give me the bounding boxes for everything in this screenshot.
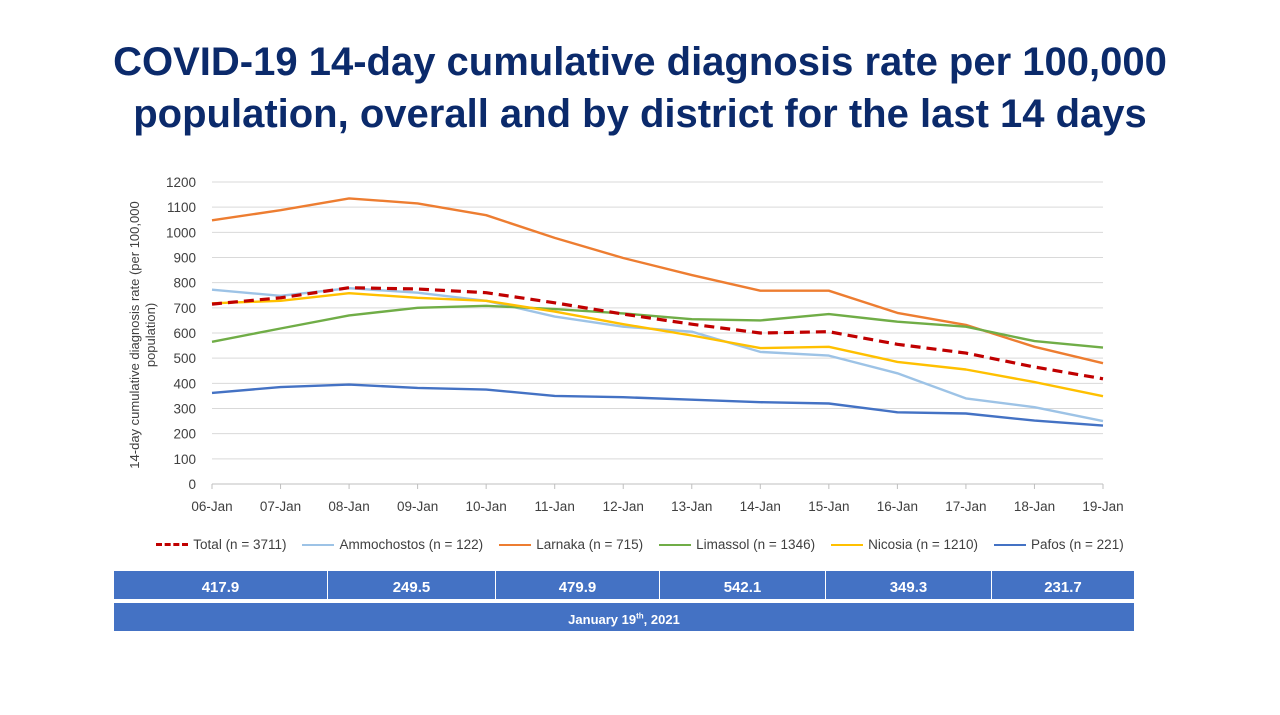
y-tick-label: 800 bbox=[173, 276, 196, 291]
x-tick-label: 08-Jan bbox=[328, 499, 369, 514]
series-lines bbox=[211, 197, 1104, 427]
legend-label: Limassol (n = 1346) bbox=[696, 537, 816, 552]
legend-swatch bbox=[659, 543, 692, 546]
x-tick-label: 13-Jan bbox=[671, 499, 712, 514]
y-tick-labels: 0 100 200 300 400 500 600 700 800 900 1000 1100 1200 bbox=[166, 175, 196, 492]
legend-label: Larnaka (n = 715) bbox=[536, 537, 644, 552]
legend-item: Nicosia (n = 1210) bbox=[831, 537, 978, 552]
legend-swatch bbox=[994, 543, 1027, 546]
y-tick-label: 1100 bbox=[167, 200, 196, 215]
value-cell: 417.9 bbox=[114, 571, 328, 599]
series-line bbox=[211, 197, 1104, 365]
date-tail: , 2021 bbox=[643, 612, 680, 627]
y-tick-label: 700 bbox=[173, 301, 196, 316]
legend-swatch bbox=[499, 543, 532, 546]
y-tick-label: 0 bbox=[188, 477, 196, 492]
x-tick-label: 07-Jan bbox=[260, 499, 301, 514]
legend-label: Ammochostos (n = 122) bbox=[339, 537, 484, 552]
legend-item: Larnaka (n = 715) bbox=[499, 537, 643, 552]
title-line-2: population, overall and by district for … bbox=[133, 92, 1147, 136]
x-tick-label: 16-Jan bbox=[877, 499, 918, 514]
y-tick-label: 900 bbox=[173, 251, 196, 266]
x-tick-label: 11-Jan bbox=[535, 499, 575, 514]
y-axis-label-line-2: population) bbox=[143, 302, 158, 368]
x-tick-labels: 06-Jan 07-Jan 08-Jan 09-Jan 10-Jan 11-Jan 12-J… bbox=[191, 484, 1124, 514]
series-line bbox=[211, 292, 1104, 398]
date-main: January 19 bbox=[568, 612, 637, 627]
series-line bbox=[211, 304, 1104, 349]
values-table: 417.9 249.5 479.9 542.1 349.3 231.7 bbox=[114, 571, 1134, 599]
series-line bbox=[211, 286, 1104, 381]
y-axis-label-line-1: 14-day cumulative diagnosis rate (per 10… bbox=[127, 201, 142, 469]
legend-item: Pafos (n = 221) bbox=[994, 537, 1124, 552]
y-tick-label: 500 bbox=[173, 351, 196, 366]
date-ordinal: th bbox=[636, 611, 644, 621]
legend-item: Ammochostos (n = 122) bbox=[302, 537, 483, 552]
value-cell: 231.7 bbox=[1044, 579, 1082, 596]
x-tick-label: 15-Jan bbox=[808, 499, 849, 514]
legend-label: Total (n = 3711) bbox=[193, 537, 287, 552]
x-tick-label: 18-Jan bbox=[1014, 499, 1055, 514]
legend-label: Nicosia (n = 1210) bbox=[868, 537, 979, 552]
legend-swatch bbox=[831, 543, 864, 546]
value-cell: 349.3 bbox=[826, 571, 992, 599]
legend-swatch bbox=[302, 543, 335, 546]
y-tick-label: 200 bbox=[173, 427, 196, 442]
legend-label: Pafos (n = 221) bbox=[1031, 537, 1124, 552]
legend-item: Total (n = 3711) bbox=[156, 537, 286, 552]
date-bar: January 19th, 2021 bbox=[114, 603, 1134, 631]
page-title: COVID-19 14-day cumulative diagnosis rat… bbox=[0, 36, 1280, 140]
y-tick-label: 300 bbox=[173, 402, 196, 417]
value-cell: 542.1 bbox=[660, 571, 826, 599]
x-tick-label: 10-Jan bbox=[466, 499, 507, 514]
legend-item: Limassol (n = 1346) bbox=[659, 537, 815, 552]
x-tick-label: 17-Jan bbox=[945, 499, 986, 514]
y-tick-label: 600 bbox=[173, 326, 196, 341]
title-line-1: COVID-19 14-day cumulative diagnosis rat… bbox=[113, 40, 1167, 84]
y-tick-label: 1000 bbox=[166, 225, 196, 240]
y-tick-label: 1200 bbox=[166, 175, 196, 190]
y-axis-label: 14-day cumulative diagnosis rate (per 10… bbox=[127, 201, 159, 468]
value-cell: 479.9 bbox=[496, 571, 660, 599]
y-tick-label: 100 bbox=[173, 452, 196, 467]
y-tick-label: 400 bbox=[173, 376, 196, 391]
value-cell: 249.5 bbox=[328, 571, 496, 599]
x-tick-label: 09-Jan bbox=[397, 499, 438, 514]
x-tick-label: 14-Jan bbox=[740, 499, 781, 514]
legend-swatch bbox=[156, 543, 189, 546]
x-tick-label: 06-Jan bbox=[191, 499, 232, 514]
series-line bbox=[211, 383, 1104, 427]
x-tick-label: 19-Jan bbox=[1082, 499, 1123, 514]
grid-lines bbox=[212, 181, 1103, 485]
x-tick-label: 12-Jan bbox=[603, 499, 644, 514]
chart-legend: Total (n = 3711) Ammochostos (n = 122) Lar… bbox=[0, 537, 1280, 552]
